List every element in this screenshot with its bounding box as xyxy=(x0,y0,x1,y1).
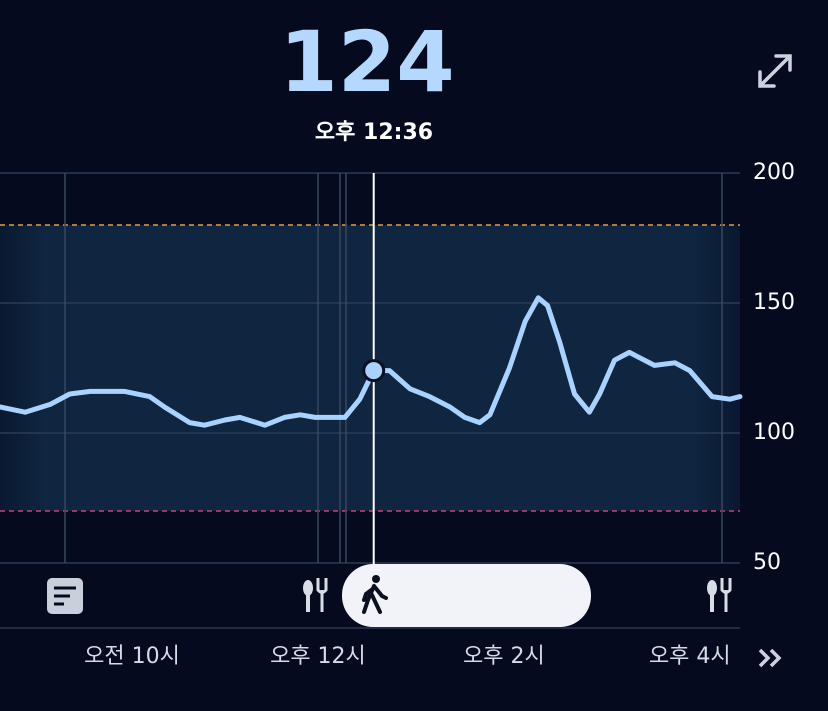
x-tick-label: 오후 12시 xyxy=(270,644,366,669)
x-tick-label: 오후 2시 xyxy=(463,644,545,669)
current-value: 124 xyxy=(279,13,454,111)
y-tick-label: 50 xyxy=(753,550,781,575)
walk-icon xyxy=(362,575,388,614)
y-tick-label: 100 xyxy=(753,420,795,445)
glucose-line xyxy=(0,295,743,428)
y-tick-label: 150 xyxy=(753,290,795,315)
note-icon[interactable] xyxy=(47,578,83,614)
meal-icon[interactable] xyxy=(303,578,328,612)
cursor-point xyxy=(362,359,386,383)
exercise-event[interactable] xyxy=(342,564,591,627)
current-time: 오후 12:36 xyxy=(315,120,433,145)
expand-icon[interactable] xyxy=(758,54,792,88)
meal-icon[interactable] xyxy=(707,578,732,612)
next-button[interactable] xyxy=(758,648,782,668)
x-tick-label: 오전 10시 xyxy=(84,644,180,669)
x-tick-label: 오후 4시 xyxy=(649,644,731,669)
y-tick-label: 200 xyxy=(753,160,795,185)
